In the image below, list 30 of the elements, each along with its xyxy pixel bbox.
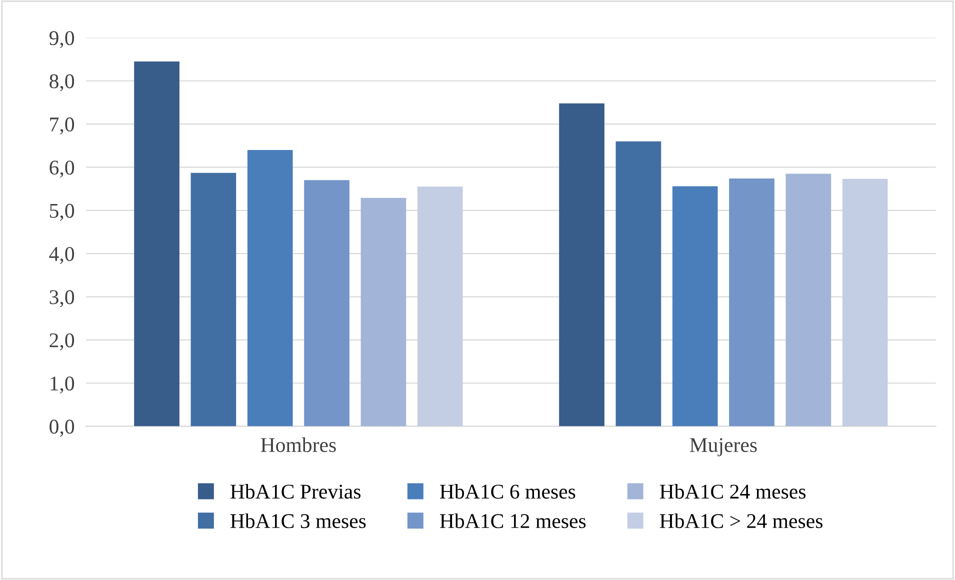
bar: [360, 198, 406, 426]
y-tick-label: 1,0: [50, 376, 74, 394]
bar: [304, 180, 350, 426]
y-tick-label: 6,0: [50, 160, 74, 178]
legend-label: HbA1C 12 meses: [440, 513, 586, 528]
y-tick-label: 4,0: [49, 246, 74, 264]
bar: [842, 178, 888, 426]
y-tick-label: 0,0: [50, 420, 74, 437]
x-tick-label: Mujeres: [690, 438, 757, 456]
bar: [786, 174, 832, 426]
y-tick-label: 7,0: [50, 117, 74, 134]
y-tick-label: 9,0: [49, 31, 74, 48]
bar: [190, 172, 236, 426]
legend-label: HbA1C Previas: [230, 484, 360, 499]
y-tick-label: 2,0: [50, 333, 74, 350]
x-tick-label: Hombres: [260, 437, 336, 452]
legend-label: HbA1C 24 meses: [660, 484, 806, 499]
bar: [616, 141, 662, 426]
legend-label: HbA1C 6 meses: [440, 484, 576, 499]
bar: [559, 103, 604, 426]
bar: [417, 186, 463, 426]
bar: [134, 61, 180, 426]
bar: [729, 178, 774, 426]
y-tick-label: 3,0: [50, 290, 74, 308]
y-tick-label: 5,0: [50, 204, 74, 221]
y-tick-label: 8,0: [50, 74, 74, 92]
bar: [672, 186, 718, 426]
bar: [247, 150, 293, 426]
legend-label: HbA1C 3 meses: [230, 513, 366, 528]
legend-label: HbA1C > 24 meses: [660, 513, 822, 528]
